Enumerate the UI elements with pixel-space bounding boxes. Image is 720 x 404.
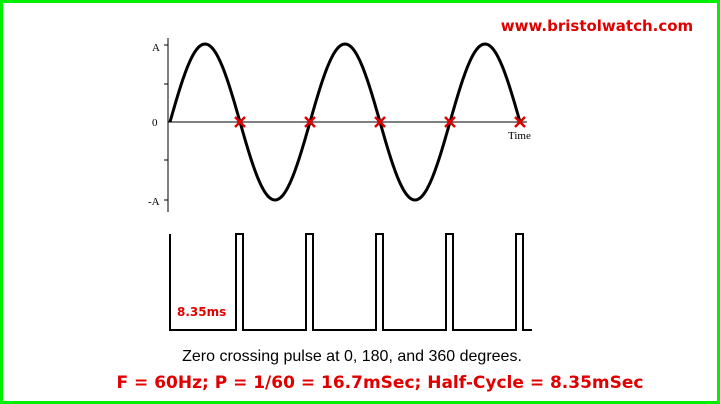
crossing-mark — [514, 116, 526, 128]
pulse-train — [169, 233, 532, 331]
crossing-mark — [304, 116, 316, 128]
formula: F = 60Hz; P = 1/60 = 16.7mSec; Half-Cycl… — [117, 373, 644, 393]
sine-wave — [168, 42, 522, 202]
pulse-label: 8.35ms — [177, 305, 226, 319]
axis-label: 0 — [152, 117, 158, 129]
crossing-mark — [234, 116, 246, 128]
axes — [164, 38, 527, 212]
crossing-mark — [374, 116, 386, 128]
zero-crossings — [234, 116, 526, 128]
website: www.bristolwatch.com — [501, 17, 693, 35]
caption: Zero crossing pulse at 0, 180, and 360 d… — [182, 348, 522, 365]
crossing-mark — [444, 116, 456, 128]
axis-label: -A — [148, 196, 160, 208]
axis-label: Time — [508, 130, 531, 142]
axis-label: A — [152, 42, 160, 54]
